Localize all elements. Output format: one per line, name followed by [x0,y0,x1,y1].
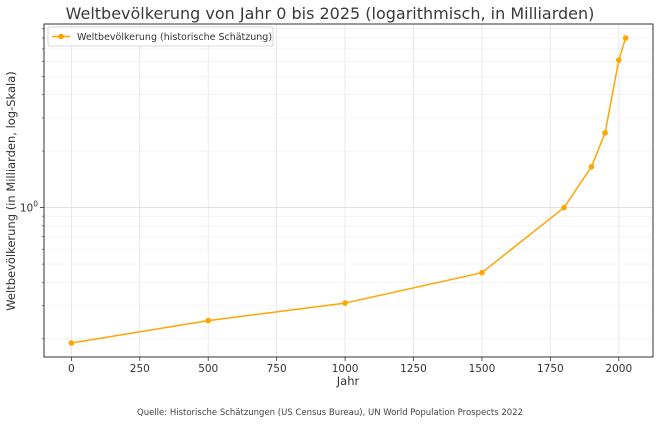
legend-marker-swatch [58,33,64,40]
y-axis-label: Weltbevölkerung (in Milliarden, log-Skal… [4,71,18,311]
legend: Weltbevölkerung (historische Schätzung) [47,26,274,47]
legend-label: Weltbevölkerung (historische Schätzung) [77,32,272,43]
x-tick-label: 750 [267,363,287,375]
x-axis-label: Jahr [336,374,360,388]
series-line [71,37,627,344]
grid-lines [44,24,653,357]
data-point [68,340,75,346]
data-point [602,130,608,136]
data-point [588,163,595,170]
y-tick-label: 100 [20,200,38,215]
x-tick-label: 1000 [332,363,359,375]
data-point [615,57,622,63]
data-point [479,269,485,276]
plot-frame [43,23,654,358]
source-note: Quelle: Historische Schätzungen (US Cens… [137,408,523,418]
data-point [561,204,567,211]
series-layer [68,35,629,346]
x-tick-label: 1750 [537,363,564,375]
chart-title: Weltbevölkerung von Jahr 0 bis 2025 (log… [65,4,595,23]
data-point [205,317,212,324]
x-tick-label: 1250 [400,363,427,375]
y-axis: 100 [20,28,44,340]
legend-box [47,26,274,47]
x-tick-label: 2000 [605,363,632,375]
x-axis: 0 250 500 750 1000 1250 1500 1750 2000 [68,357,632,375]
x-tick-label: 500 [198,363,218,375]
data-point [342,300,348,306]
x-tick-label: 1500 [469,363,496,375]
x-tick-label: 250 [130,363,150,375]
x-tick-label: 0 [68,363,75,375]
data-point [622,35,629,41]
